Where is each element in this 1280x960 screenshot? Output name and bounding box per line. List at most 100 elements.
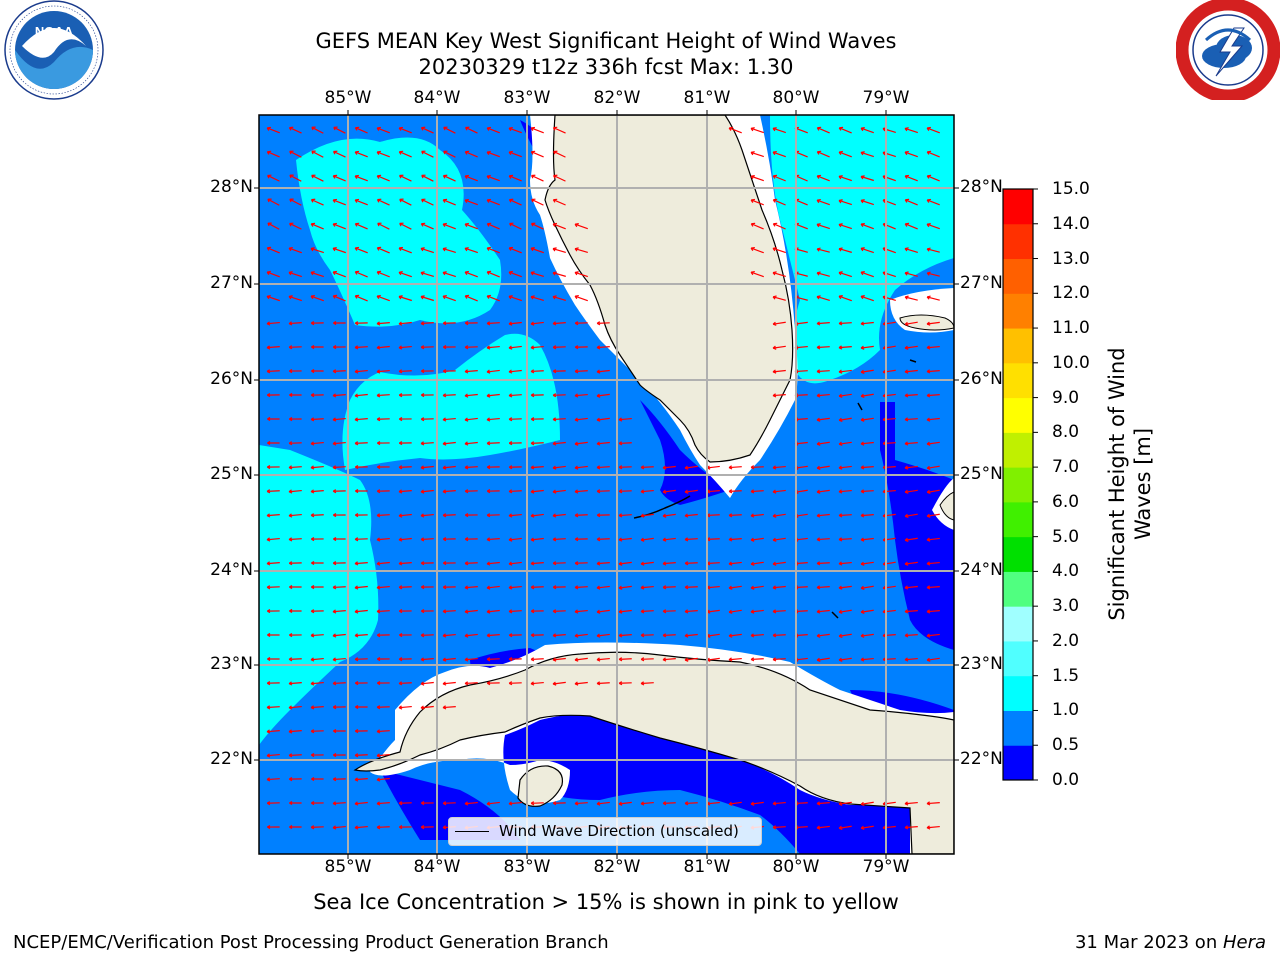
wind-wave-arrow <box>398 609 412 614</box>
land-bahamas-small <box>831 359 917 619</box>
wind-wave-arrow <box>530 609 544 614</box>
wind-wave-arrow <box>530 513 544 518</box>
wind-wave-arrow <box>508 801 522 806</box>
wind-wave-arrow <box>443 150 456 158</box>
longitude-label: 82°W <box>593 88 641 108</box>
colorbar-tick-label: 0.5 <box>1052 735 1080 756</box>
wind-wave-arrow <box>332 825 346 830</box>
wind-wave-arrow <box>860 321 874 326</box>
map-legend: Wind Wave Direction (unscaled) <box>448 817 762 846</box>
wind-wave-arrow <box>288 271 302 278</box>
wind-wave-arrow <box>574 489 588 494</box>
wind-wave-arrow <box>464 393 478 398</box>
wind-wave-arrow <box>310 465 324 470</box>
wind-wave-arrow <box>289 222 302 230</box>
longitude-label: 84°W <box>413 857 461 877</box>
wind-wave-arrow <box>574 681 588 686</box>
wind-wave-arrow <box>552 585 566 590</box>
wind-wave-arrow <box>772 513 786 518</box>
wind-wave-arrow <box>640 561 654 566</box>
wind-wave-arrow <box>838 609 852 614</box>
wind-wave-arrow <box>310 729 324 734</box>
wind-wave-arrow <box>332 174 346 182</box>
wind-wave-arrow <box>508 681 522 686</box>
wind-wave-arrow <box>904 825 918 830</box>
colorbar-tick-label: 2.0 <box>1052 630 1080 651</box>
wind-wave-arrow <box>552 681 566 686</box>
wind-wave-arrow <box>486 633 500 638</box>
wind-wave-arrow <box>376 270 390 278</box>
wind-wave-arrow <box>332 609 346 614</box>
wind-wave-arrow <box>552 222 566 230</box>
colorbar-segment <box>1003 745 1033 781</box>
wind-wave-arrow <box>508 270 522 278</box>
wind-wave-arrow <box>662 633 676 638</box>
wind-wave-arrow <box>508 489 522 494</box>
wind-wave-arrow <box>750 561 764 566</box>
wind-wave-arrow <box>486 537 500 542</box>
wind-wave-arrow <box>443 126 456 134</box>
wind-wave-arrow <box>640 609 654 614</box>
wind-wave-arrow <box>420 321 434 326</box>
latitude-label: 22°N <box>960 749 1003 769</box>
wind-wave-arrow <box>332 222 346 230</box>
wind-wave-arrow <box>574 417 588 422</box>
wind-wave-arrow <box>838 150 852 158</box>
wind-wave-arrow <box>926 417 940 422</box>
wind-wave-arrow <box>398 489 412 494</box>
wind-wave-arrow <box>618 417 632 422</box>
wind-wave-arrow <box>486 609 500 614</box>
wind-wave-arrow <box>266 345 280 350</box>
wind-wave-arrow <box>508 393 522 398</box>
wind-wave-arrow <box>332 150 346 158</box>
wind-wave-arrow <box>486 657 500 662</box>
national-weather-service-logo <box>1176 0 1280 100</box>
wind-wave-arrow <box>332 393 346 398</box>
wind-wave-arrow <box>442 489 456 494</box>
wind-wave-arrow <box>728 609 742 614</box>
wind-wave-arrow <box>838 393 852 398</box>
wind-wave-arrow <box>464 126 478 134</box>
legend-line-swatch <box>455 831 489 832</box>
wind-wave-arrow <box>618 537 632 542</box>
wind-wave-arrow <box>838 561 852 566</box>
wind-wave-arrow <box>354 417 368 422</box>
wind-wave-arrow <box>860 222 874 230</box>
wind-wave-arrow <box>311 560 324 566</box>
colorbar-title-line: Waves [m] <box>1131 427 1155 541</box>
wind-wave-arrow <box>750 801 764 806</box>
wind-wave-arrow <box>816 801 830 806</box>
wind-wave-arrow <box>860 537 874 542</box>
wind-wave-arrow <box>860 369 874 374</box>
wind-wave-arrow <box>354 561 368 566</box>
wind-wave-arrow <box>266 270 280 278</box>
latitude-label: 24°N <box>960 560 1003 580</box>
wind-wave-arrow <box>618 441 632 446</box>
wind-wave-arrow <box>750 151 764 158</box>
wind-wave-arrow <box>266 801 280 806</box>
wind-wave-arrow <box>926 369 940 374</box>
wind-wave-arrow <box>816 441 830 446</box>
wind-wave-arrow <box>332 465 346 470</box>
wind-wave-arrow <box>552 271 566 277</box>
wind-wave-arrow <box>266 369 280 374</box>
colorbar-tick-label: 5.0 <box>1052 526 1080 547</box>
wind-wave-arrow <box>926 198 940 206</box>
wind-wave-arrow <box>420 609 434 614</box>
wind-wave-arrow <box>486 393 500 398</box>
wind-wave-arrow <box>772 393 786 398</box>
wind-wave-arrow <box>816 174 830 182</box>
wind-wave-arrow <box>332 294 346 302</box>
wind-wave-arrow <box>354 270 368 278</box>
wind-wave-arrow <box>553 150 566 158</box>
wave-zone-cyan-central <box>342 333 560 470</box>
wind-wave-arrow <box>508 321 522 326</box>
wind-wave-arrow <box>442 321 456 326</box>
longitude-label: 83°W <box>503 857 551 877</box>
wind-wave-arrow <box>838 369 852 374</box>
wind-wave-arrow <box>354 777 368 782</box>
wind-wave-arrow <box>464 465 478 470</box>
wind-wave-arrow <box>464 513 478 518</box>
wind-wave-arrow <box>377 222 390 230</box>
wind-wave-arrow <box>354 174 368 182</box>
